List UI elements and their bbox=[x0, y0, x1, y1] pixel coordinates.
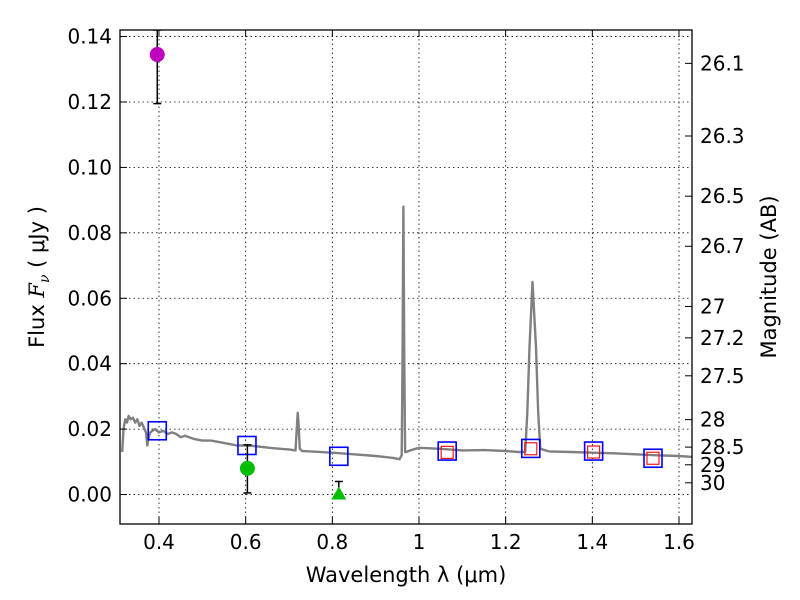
y-tick-label: 0.02 bbox=[67, 417, 112, 441]
filter-average-blue-squares-marker bbox=[520, 438, 541, 459]
y-axis-label-right: Magnitude (AB) bbox=[757, 195, 781, 358]
y-tick-label: 0.00 bbox=[67, 483, 112, 507]
y-tick-label: 0.10 bbox=[67, 155, 112, 179]
magnitude-tick-label: 28 bbox=[700, 408, 725, 432]
upper-limit-green-marker bbox=[331, 486, 347, 500]
x-tick-label: 0.4 bbox=[143, 530, 175, 554]
x-tick-label: 1.2 bbox=[490, 530, 522, 554]
model-spectrum bbox=[121, 205, 692, 461]
filter-average-red-squares-marker bbox=[646, 451, 660, 465]
plot-frame bbox=[119, 29, 693, 525]
filter-average-red-squares-marker bbox=[587, 445, 601, 459]
y-axis-label-left: Flux Fν ( μJy ) bbox=[25, 206, 53, 348]
x-tick-label: 1.6 bbox=[663, 530, 695, 554]
magnitude-tick-label: 26.1 bbox=[700, 51, 745, 75]
magnitude-tick-label: 28.5 bbox=[700, 435, 745, 459]
magnitude-tick-label: 27.2 bbox=[700, 326, 745, 350]
y-tick-label: 0.06 bbox=[67, 286, 112, 310]
grid bbox=[120, 30, 692, 524]
axes: 0.4 0.6 0.8 1 1.2 1.4 1.6 0.00 0.02 0.04 0.06 0.08 0… bbox=[67, 25, 744, 554]
filter-average-blue-squares-marker bbox=[643, 448, 663, 469]
magnitude-tick-label: 30 bbox=[700, 471, 725, 495]
observed-magenta-marker bbox=[149, 47, 165, 63]
filter-average-red-squares-marker bbox=[440, 445, 454, 459]
x-axis-label: Wavelength λ (μm) bbox=[306, 563, 507, 587]
magnitude-tick-label: 26.7 bbox=[700, 234, 745, 258]
filter-average-blue-squares-marker bbox=[329, 446, 349, 467]
magnitude-tick-label: 26.5 bbox=[700, 184, 745, 208]
filter-average-blue-squares-marker bbox=[583, 441, 604, 461]
filter-average-blue-squares-marker bbox=[437, 441, 457, 461]
x-tick-label: 0.6 bbox=[230, 530, 262, 554]
magnitude-tick-label: 29 bbox=[700, 453, 725, 477]
magnitude-tick-label: 27 bbox=[700, 294, 725, 318]
svg-text:Flux Fν ( μJy ): Flux Fν ( μJy ) bbox=[25, 206, 53, 348]
magnitude-tick-label: 27.5 bbox=[700, 364, 745, 388]
y-tick-label: 0.04 bbox=[67, 352, 112, 376]
observed-green-marker bbox=[239, 460, 255, 476]
filter-average-red-squares-marker bbox=[524, 442, 538, 456]
y-tick-label: 0.12 bbox=[67, 90, 112, 114]
x-tick-label: 1 bbox=[413, 530, 426, 554]
y-tick-label: 0.08 bbox=[67, 221, 112, 245]
plot-area bbox=[121, 30, 692, 500]
y-tick-label: 0.14 bbox=[67, 25, 112, 49]
filter-average-blue-squares-marker bbox=[147, 420, 168, 441]
x-tick-label: 0.8 bbox=[316, 530, 348, 554]
x-tick-label: 1.4 bbox=[576, 530, 608, 554]
plot-series bbox=[121, 30, 692, 500]
magnitude-tick-label: 26.3 bbox=[700, 124, 745, 148]
